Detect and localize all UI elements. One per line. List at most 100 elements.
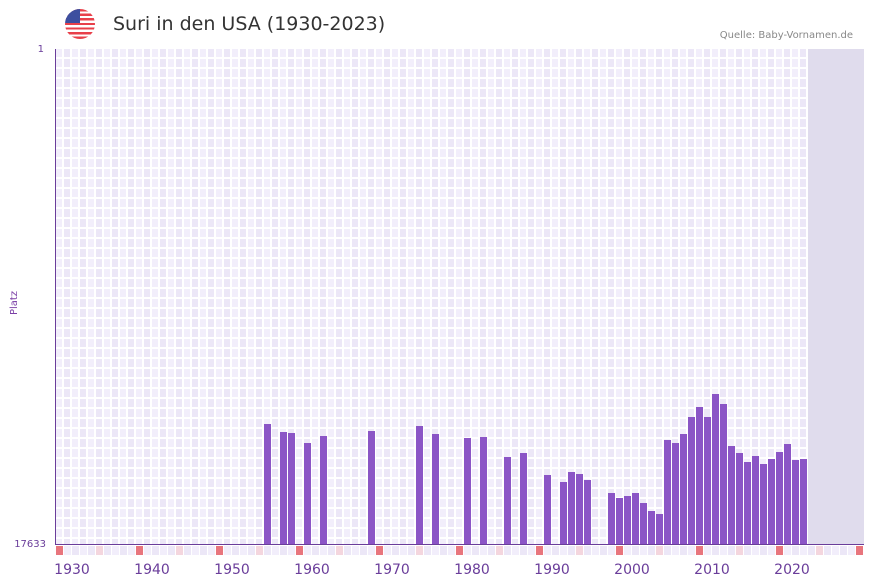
year-cell: [64, 546, 71, 555]
year-cell: [368, 546, 375, 555]
bar-2006[interactable]: [680, 434, 687, 544]
y-tick-top: 1: [37, 44, 44, 55]
year-cell: [704, 546, 711, 555]
decade-marker: [776, 546, 783, 555]
bar-1975[interactable]: [432, 434, 439, 544]
year-cell: [832, 546, 839, 555]
year-cell: [648, 546, 655, 555]
bar-2000[interactable]: [632, 493, 639, 544]
bar-1993[interactable]: [576, 474, 583, 544]
bar-2007[interactable]: [688, 417, 695, 544]
bar-2013[interactable]: [736, 453, 743, 544]
bar-2017[interactable]: [768, 459, 775, 544]
year-cell: [184, 546, 191, 555]
year-cell: [352, 546, 359, 555]
x-tick-1980: 1980: [454, 562, 490, 578]
bar-1999[interactable]: [624, 496, 631, 544]
bar-1981[interactable]: [480, 437, 487, 544]
year-cell: [712, 546, 719, 555]
year-cell: [848, 546, 855, 555]
half-decade-marker: [176, 546, 183, 555]
year-cell: [264, 546, 271, 555]
bar-1986[interactable]: [520, 453, 527, 544]
year-cell: [392, 546, 399, 555]
year-cell: [408, 546, 415, 555]
bar-2014[interactable]: [744, 462, 751, 544]
year-cell: [120, 546, 127, 555]
x-tick-1960: 1960: [294, 562, 330, 578]
x-axis: [55, 544, 864, 545]
decade-marker: [456, 546, 463, 555]
bar-1979[interactable]: [464, 438, 471, 544]
bar-2021[interactable]: [800, 459, 807, 544]
bar-2008[interactable]: [696, 407, 703, 544]
bar-2010[interactable]: [712, 394, 719, 544]
bar-1954[interactable]: [264, 424, 271, 544]
year-cell: [320, 546, 327, 555]
bar-2012[interactable]: [728, 446, 735, 544]
bar-2003[interactable]: [656, 514, 663, 544]
bar-1989[interactable]: [544, 475, 551, 544]
year-cell: [672, 546, 679, 555]
year-cell: [528, 546, 535, 555]
bar-1991[interactable]: [560, 482, 567, 544]
bar-2020[interactable]: [792, 460, 799, 544]
year-cell: [200, 546, 207, 555]
year-cell: [432, 546, 439, 555]
bar-2019[interactable]: [784, 444, 791, 544]
bar-2011[interactable]: [720, 404, 727, 544]
year-cell: [840, 546, 847, 555]
year-cell: [664, 546, 671, 555]
bar-1967[interactable]: [368, 431, 375, 544]
year-cell: [760, 546, 767, 555]
bar-1997[interactable]: [608, 493, 615, 544]
decade-marker: [696, 546, 703, 555]
bar-1956[interactable]: [280, 432, 287, 544]
source-label: Quelle: Baby-Vornamen.de: [719, 30, 853, 41]
year-cell: [560, 546, 567, 555]
year-cell: [400, 546, 407, 555]
year-cell: [80, 546, 87, 555]
bar-1957[interactable]: [288, 433, 295, 544]
decade-marker: [856, 546, 863, 555]
bar-1959[interactable]: [304, 443, 311, 544]
year-cell: [312, 546, 319, 555]
bar-2018[interactable]: [776, 452, 783, 544]
decade-marker: [536, 546, 543, 555]
bar-2009[interactable]: [704, 417, 711, 544]
year-cell: [152, 546, 159, 555]
bar-2015[interactable]: [752, 456, 759, 544]
bar-1994[interactable]: [584, 480, 591, 544]
year-cell: [304, 546, 311, 555]
year-cell: [384, 546, 391, 555]
year-cell: [280, 546, 287, 555]
bar-2005[interactable]: [672, 443, 679, 544]
half-decade-marker: [336, 546, 343, 555]
x-tick-1930: 1930: [54, 562, 90, 578]
bar-2001[interactable]: [640, 503, 647, 544]
year-cell: [520, 546, 527, 555]
year-cell: [272, 546, 279, 555]
year-cell: [88, 546, 95, 555]
x-tick-1950: 1950: [214, 562, 250, 578]
bar-1984[interactable]: [504, 457, 511, 544]
decade-marker: [296, 546, 303, 555]
year-cell: [552, 546, 559, 555]
bar-1998[interactable]: [616, 498, 623, 544]
year-cell: [144, 546, 151, 555]
bar-2002[interactable]: [648, 511, 655, 544]
year-cell: [480, 546, 487, 555]
year-cell: [208, 546, 215, 555]
year-cell: [160, 546, 167, 555]
bar-1973[interactable]: [416, 426, 423, 544]
year-cell: [824, 546, 831, 555]
x-tick-1990: 1990: [534, 562, 570, 578]
year-cell: [608, 546, 615, 555]
decade-marker: [616, 546, 623, 555]
bar-2016[interactable]: [760, 464, 767, 544]
year-cell: [128, 546, 135, 555]
bar-2004[interactable]: [664, 440, 671, 544]
bar-1961[interactable]: [320, 436, 327, 544]
y-axis: [55, 49, 56, 545]
bar-1992[interactable]: [568, 472, 575, 544]
